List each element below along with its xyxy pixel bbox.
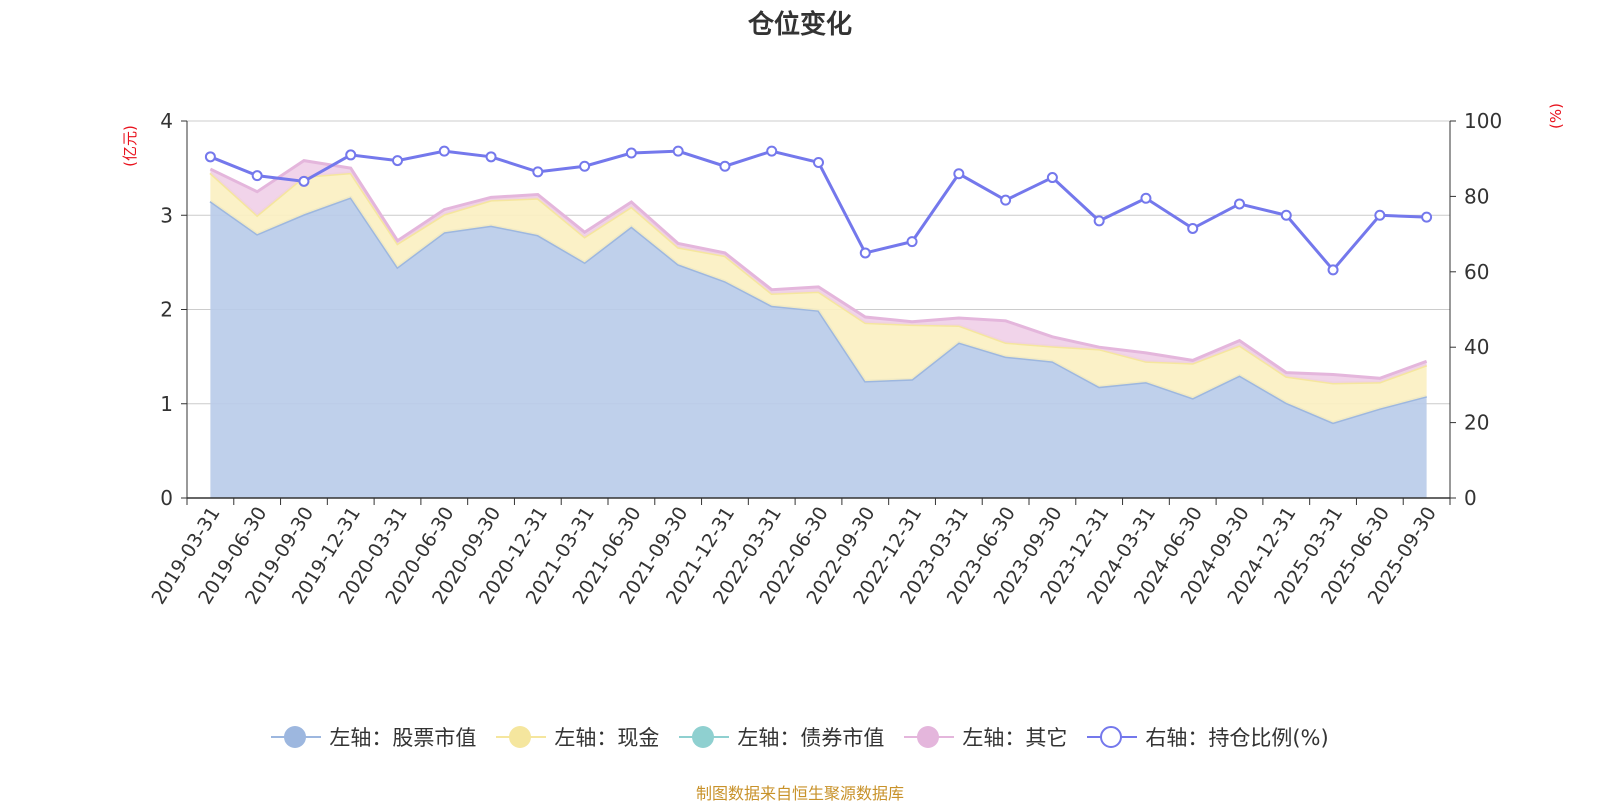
ratio-point <box>1421 211 1433 223</box>
legend-item-ratio[interactable]: 右轴：持仓比例(%) <box>1087 722 1329 752</box>
legend-item-stock[interactable]: 左轴：股票市值 <box>271 722 476 752</box>
right-axis-tick-label: 60 <box>1464 260 1489 284</box>
ratio-point <box>251 170 263 182</box>
ratio-point <box>1000 194 1012 206</box>
data-source-note: 制图数据来自恒生聚源数据库 <box>695 784 904 803</box>
ratio-point <box>1093 215 1105 227</box>
legend-swatch-marker <box>284 726 307 748</box>
legend-label: 右轴：持仓比例(%) <box>1145 726 1329 750</box>
right-axis-tick-label: 80 <box>1464 184 1489 208</box>
right-axis-tick-label: 40 <box>1464 335 1489 359</box>
ratio-point <box>672 145 684 157</box>
left-axis-tick-label: 4 <box>160 109 173 133</box>
legend-item-cash[interactable]: 左轴：现金 <box>496 722 659 752</box>
legend-swatch-ratio <box>1087 725 1138 749</box>
legend-swatch-stock <box>271 725 322 749</box>
legend-swatch-other <box>904 725 955 749</box>
ratio-point <box>766 145 778 157</box>
right-axis-tick-label: 0 <box>1464 486 1477 510</box>
legend-swatch-cash <box>496 725 547 749</box>
ratio-point <box>204 151 216 163</box>
ratio-point <box>1234 198 1245 210</box>
legend-swatch-marker <box>1100 726 1123 748</box>
ratio-point <box>859 247 871 259</box>
ratio-point <box>1140 192 1152 204</box>
ratio-point <box>625 147 637 159</box>
legend-label: 左轴：债券市值 <box>737 726 885 750</box>
left-axis-tick-label: 3 <box>160 203 173 227</box>
ratio-point <box>906 236 918 248</box>
legend-item-other[interactable]: 左轴：其它 <box>904 722 1067 752</box>
legend-label: 左轴：股票市值 <box>329 726 477 750</box>
right-axis-tick-label: 100 <box>1464 109 1502 133</box>
legend-swatch-marker <box>692 726 715 748</box>
ratio-point <box>392 155 403 167</box>
right-axis-tick-label: 20 <box>1464 411 1489 435</box>
ratio-point <box>953 168 965 180</box>
ratio-point <box>298 175 310 187</box>
legend-label: 左轴：现金 <box>554 726 660 750</box>
ratio-point <box>485 151 497 163</box>
legend-swatch-bond <box>679 725 730 749</box>
ratio-point <box>1280 209 1292 221</box>
legend-item-bond[interactable]: 左轴：债券市值 <box>679 722 884 752</box>
chart-title: 仓位变化 <box>747 10 852 40</box>
left-axis-tick-label: 1 <box>160 392 173 416</box>
legend-label: 左轴：其它 <box>962 726 1068 750</box>
ratio-point <box>532 166 544 178</box>
area-line-other <box>209 159 1428 380</box>
ratio-point <box>1327 264 1339 276</box>
legend-swatch-marker <box>509 726 532 748</box>
ratio-point <box>345 149 357 161</box>
area-stock <box>210 197 1427 498</box>
chart-legend: 左轴：股票市值 左轴：现金 左轴：债券市值 左轴：其它 右轴：持仓比例(%) <box>0 722 1600 752</box>
ratio-point <box>813 156 824 168</box>
area-cash <box>210 172 1427 423</box>
left-axis-tick-label: 2 <box>160 298 173 322</box>
ratio-point <box>438 145 450 157</box>
left-axis-unit: (亿元) <box>121 125 139 167</box>
ratio-point <box>1187 222 1199 234</box>
ratio-point <box>1374 209 1386 221</box>
ratio-point <box>1046 172 1058 184</box>
left-axis-tick-label: 0 <box>160 486 173 510</box>
legend-swatch-marker <box>917 726 940 748</box>
right-axis-unit: (%) <box>1547 103 1565 129</box>
ratio-point <box>579 160 591 172</box>
ratio-point <box>719 160 731 172</box>
